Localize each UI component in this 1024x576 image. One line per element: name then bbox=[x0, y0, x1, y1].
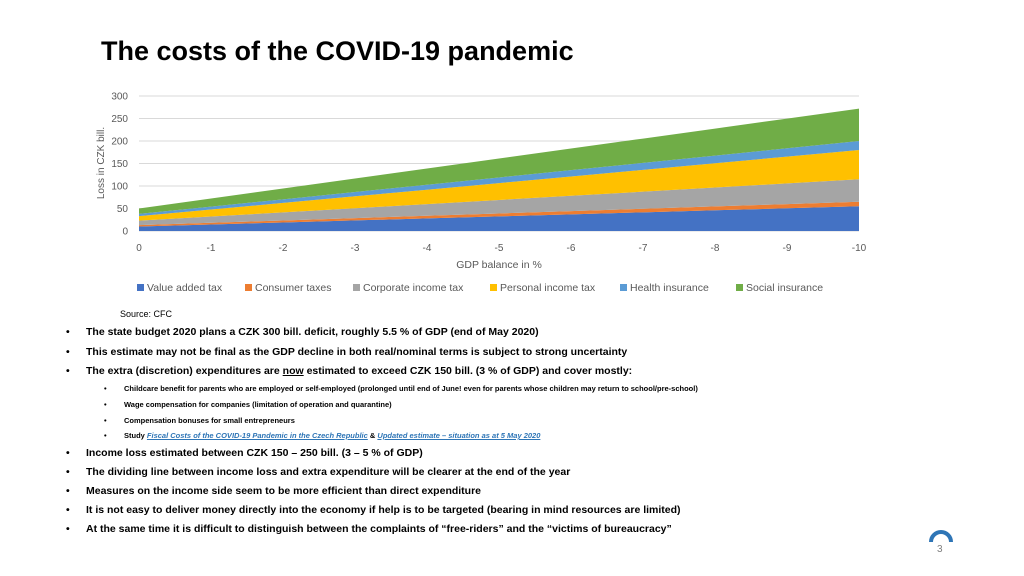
x-tick-label: -10 bbox=[852, 243, 867, 254]
y-tick-label: 150 bbox=[111, 159, 128, 170]
legend-label: Social insurance bbox=[746, 282, 823, 294]
bullet-marker: • bbox=[66, 485, 70, 497]
cfc-arc-logo-icon bbox=[929, 530, 953, 543]
y-tick-label: 0 bbox=[122, 227, 128, 238]
bullet-text: This estimate may not be final as the GD… bbox=[86, 346, 628, 358]
source-note: Source: CFC bbox=[120, 309, 173, 319]
bullet-marker: • bbox=[66, 523, 70, 535]
bullet-text: It is not easy to deliver money directly… bbox=[86, 504, 681, 516]
legend-swatch bbox=[490, 284, 497, 291]
bullet-text-part: The extra (discretion) expenditures are bbox=[86, 365, 283, 377]
sub-bullet-text: Childcare benefit for parents who are em… bbox=[124, 384, 698, 393]
x-tick-label: -8 bbox=[711, 243, 720, 254]
bullet-text: At the same time it is difficult to dist… bbox=[86, 523, 672, 535]
y-tick-label: 200 bbox=[111, 137, 128, 148]
legend-label: Value added tax bbox=[147, 282, 223, 294]
legend-swatch bbox=[353, 284, 360, 291]
y-tick-label: 250 bbox=[111, 114, 128, 125]
bullet-marker: • bbox=[66, 326, 70, 338]
bullet-text: The extra (discretion) expenditures are … bbox=[86, 365, 632, 377]
x-tick-label: -5 bbox=[495, 243, 504, 254]
x-tick-label: -6 bbox=[567, 243, 576, 254]
bullet-marker: • bbox=[66, 466, 70, 478]
sub-bullet-text: Study Fiscal Costs of the COVID-19 Pande… bbox=[124, 431, 540, 440]
stacked-area-chart: 0 50 100 150 200 250 300 0 -1 -2 -3 -4 -5 -6 -7 -8 -9 -10… bbox=[96, 92, 867, 295]
y-tick-label: 300 bbox=[111, 92, 128, 103]
area-value-added-tax bbox=[139, 206, 859, 231]
sub-bullet-text: Wage compensation for companies (limitat… bbox=[124, 400, 392, 409]
x-axis-title: GDP balance in % bbox=[456, 259, 542, 271]
legend-label: Consumer taxes bbox=[255, 282, 331, 294]
legend-label: Corporate income tax bbox=[363, 282, 464, 294]
page-number: 3 bbox=[937, 544, 943, 555]
legend-swatch bbox=[736, 284, 743, 291]
sub-bullet-text: Compensation bonuses for small entrepren… bbox=[124, 416, 295, 425]
legend-swatch bbox=[245, 284, 252, 291]
area-social-insurance bbox=[139, 108, 859, 214]
x-tick-label: -1 bbox=[207, 243, 216, 254]
slide-title: The costs of the COVID-19 pandemic bbox=[101, 36, 574, 66]
y-axis-title: Loss in CZK bill. bbox=[96, 127, 107, 199]
emphasis-now: now bbox=[282, 365, 304, 377]
bullet-marker: • bbox=[104, 400, 107, 409]
legend-label: Health insurance bbox=[630, 282, 709, 294]
bullet-marker: • bbox=[66, 447, 70, 459]
area-personal-income-tax bbox=[139, 150, 859, 221]
x-tick-label: 0 bbox=[136, 243, 142, 254]
bullet-marker: • bbox=[66, 365, 70, 377]
bullet-text: Measures on the income side seem to be m… bbox=[86, 485, 482, 497]
legend-swatch bbox=[137, 284, 144, 291]
study-link[interactable]: Fiscal Costs of the COVID-19 Pandemic in… bbox=[146, 431, 368, 440]
x-tick-label: -4 bbox=[423, 243, 432, 254]
bullet-text: The dividing line between income loss an… bbox=[86, 466, 571, 478]
area-consumer-taxes bbox=[139, 201, 859, 227]
bullet-marker: • bbox=[104, 431, 107, 440]
bullet-marker: • bbox=[104, 416, 107, 425]
bullet-marker: • bbox=[66, 504, 70, 516]
bullet-text: Income loss estimated between CZK 150 – … bbox=[86, 447, 423, 459]
y-tick-label: 100 bbox=[111, 182, 128, 193]
bullet-marker: • bbox=[104, 384, 107, 393]
x-tick-label: -7 bbox=[639, 243, 648, 254]
y-tick-label: 50 bbox=[117, 204, 129, 215]
x-tick-label: -3 bbox=[351, 243, 360, 254]
area-health-insurance bbox=[139, 141, 859, 217]
legend-swatch bbox=[620, 284, 627, 291]
x-tick-label: -2 bbox=[279, 243, 288, 254]
updated-estimate-link[interactable]: Updated estimate – situation as at 5 May… bbox=[377, 431, 541, 440]
bullet-text: The state budget 2020 plans a CZK 300 bi… bbox=[86, 326, 539, 338]
area-corporate-income-tax bbox=[139, 179, 859, 226]
study-label: Study bbox=[124, 431, 147, 440]
legend-label: Personal income tax bbox=[500, 282, 596, 294]
ampersand: & bbox=[367, 431, 378, 440]
bullet-marker: • bbox=[66, 346, 70, 358]
x-tick-label: -9 bbox=[783, 243, 792, 254]
bullet-text-part: estimated to exceed CZK 150 bill. (3 % o… bbox=[303, 365, 633, 377]
